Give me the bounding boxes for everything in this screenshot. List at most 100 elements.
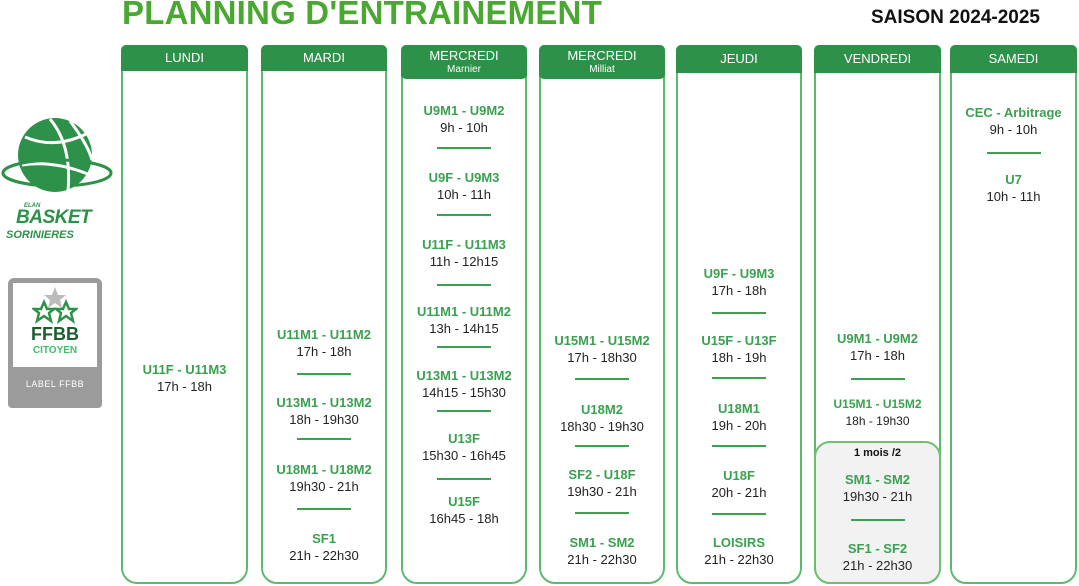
team-name: SM1 - SM2 [569,535,635,550]
day-label: VENDREDI [843,50,912,66]
time-range: 19h - 20h [711,418,767,433]
citoyen-text: CITOYEN [32,345,78,356]
alternating-block: 1 mois /2 SM1 - SM2 19h30 - 21h SF1 - SF2… [814,441,941,584]
team-name: U13F [448,431,480,446]
training-slot: LOISIRS 21h - 22h30 [678,534,800,568]
time-range: 19h30 - 21h [289,479,359,494]
time-range: 17h - 18h [157,379,212,394]
day-column-samedi: SAMEDI CEC - Arbitrage 9h - 10h U7 10h - 1… [950,45,1077,584]
separator [850,378,905,380]
training-slot: U13M1 - U13M2 14h15 - 15h30 [403,367,525,401]
day-column-mercredi-marnier: MERCREDI Marnier U9M1 - U9M2 9h - 10h U9F … [401,45,527,584]
separator [297,508,351,510]
time-range: 10h - 11h [986,189,1041,204]
separator [437,346,491,348]
team-name: SF2 - U18F [568,467,636,482]
team-name: U11M1 - U11M2 [417,304,511,319]
training-slot: U15F 16h45 - 18h [403,493,525,527]
frequency-note: 1 mois /2 [853,447,902,459]
team-name: U13M1 - U13M2 [276,395,372,410]
team-name: U9F - U9M3 [428,170,500,185]
time-range: 18h - 19h [711,350,767,365]
separator [986,152,1041,154]
club-name-line2: BASKET [16,207,92,228]
time-range: 9h - 10h [989,122,1038,137]
day-label: MERCREDI [567,47,637,63]
separator [297,373,351,375]
training-slot: U9F - U9M3 10h - 11h [403,169,525,203]
time-range: 18h - 19h30 [289,412,359,427]
time-range: 17h - 18h30 [567,350,637,365]
separator [850,519,905,521]
time-range: 9h - 10h [440,120,488,135]
separator [712,312,766,314]
ffbb-text: FFBB [31,324,79,344]
day-header-jeudi: JEUDI [676,45,802,73]
time-range: 21h - 22h30 [842,558,913,573]
day-column-mercredi-milliat: MERCREDI Milliat U15M1 - U15M2 17h - 18h30… [539,45,665,584]
separator [437,147,491,149]
club-name-line3: SORINIERES [6,229,74,241]
training-slot: U9F - U9M3 17h - 18h [678,265,800,299]
day-header-mercredi-milliat: MERCREDI Milliat [539,45,665,79]
team-name: U18M1 [718,401,760,416]
training-slot: U11F - U11M3 17h - 18h [123,361,246,395]
separator [437,478,491,480]
team-name: U18M1 - U18M2 [276,462,372,477]
time-range: 17h - 18h [850,348,905,363]
training-slot: U11M1 - U11M2 13h - 14h15 [403,303,525,337]
training-slot: U15M1 - U15M2 17h - 18h30 [541,332,663,366]
training-slot: SF1 21h - 22h30 [263,530,385,564]
team-name: U11M1 - U11M2 [277,327,371,342]
training-slot: U15M1 - U15M2 18h - 19h30 [816,396,939,430]
training-slot: U15F - U13F 18h - 19h [678,332,800,366]
separator [575,512,629,514]
day-header-mercredi-marnier: MERCREDI Marnier [401,45,527,79]
label-ffbb-text: LABEL FFBB [25,379,85,389]
team-name: U9M1 - U9M2 [423,103,505,118]
day-column-vendredi: VENDREDI U9M1 - U9M2 17h - 18h U15M1 - U1… [814,45,941,584]
separator [712,445,766,447]
training-slot: SM1 - SM2 21h - 22h30 [541,534,663,568]
training-slot: SF2 - U18F 19h30 - 21h [541,466,663,500]
team-name: U9M1 - U9M2 [837,331,918,346]
training-slot: U9M1 - U9M2 9h - 10h [403,102,525,136]
team-name: U9F - U9M3 [703,266,775,281]
page-title: PLANNING D'ENTRAINEMENT [122,0,602,31]
training-slot: U18M1 19h - 20h [678,400,800,434]
time-range: 21h - 22h30 [289,548,359,563]
venue-label: Milliat [589,64,615,76]
time-range: 21h - 22h30 [567,552,637,567]
separator [712,513,766,515]
training-slot: U11M1 - U11M2 17h - 18h [263,326,385,360]
club-logo: ELAN BASKET SORINIERES [0,115,115,245]
separator [575,378,629,380]
time-range: 11h - 12h15 [429,254,499,269]
time-range: 19h30 - 21h [842,489,913,504]
training-slot: SF1 - SF2 21h - 22h30 [816,540,939,574]
time-range: 18h - 19h30 [845,414,910,428]
team-name: CEC - Arbitrage [965,105,1062,120]
day-header-samedi: SAMEDI [950,45,1077,73]
team-name: U11F - U11M3 [422,237,506,252]
training-slot: U9M1 - U9M2 17h - 18h [816,330,939,364]
season-label: SAISON 2024-2025 [871,7,1040,28]
team-name: SM1 - SM2 [844,472,910,487]
training-slot: U18M2 18h30 - 19h30 [541,401,663,435]
time-range: 13h - 14h15 [429,321,499,336]
time-range: 19h30 - 21h [567,484,637,499]
time-range: 17h - 18h [296,344,352,359]
separator [297,438,351,440]
team-name: SF1 [312,531,336,546]
team-name: U15F [448,494,480,509]
training-slot: SM1 - SM2 19h30 - 21h [816,471,939,505]
day-column-lundi: LUNDI U11F - U11M3 17h - 18h [121,45,248,584]
training-slot: U18M1 - U18M2 19h30 - 21h [263,461,385,495]
separator [575,445,629,447]
day-label: SAMEDI [988,50,1039,66]
basketball-icon [1,118,113,192]
venue-label: Marnier [447,64,481,76]
day-header-mardi: MARDI [261,45,387,71]
separator [437,214,491,216]
day-header-vendredi: VENDREDI [814,45,941,73]
